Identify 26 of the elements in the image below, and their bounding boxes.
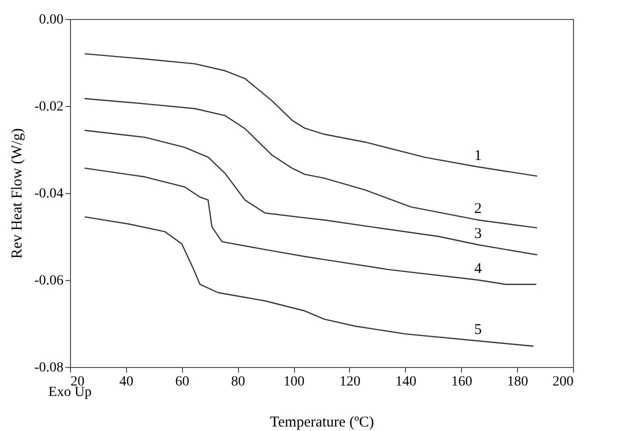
line-series bbox=[84, 53, 538, 177]
x-tick-label: 40 bbox=[119, 374, 134, 390]
series-label: 1 bbox=[474, 148, 482, 164]
series-label: 2 bbox=[474, 200, 482, 217]
y-tick-label: -0.08 bbox=[34, 360, 64, 376]
x-tick-label: 80 bbox=[231, 374, 246, 390]
line-series bbox=[84, 216, 534, 347]
y-tick-label: -0.06 bbox=[34, 274, 64, 288]
x-tick-label: 140 bbox=[395, 374, 416, 390]
line-series bbox=[84, 98, 538, 228]
line-series bbox=[84, 168, 536, 285]
y-axis-title: Rev Heat Flow (W/g) bbox=[9, 128, 26, 259]
x-tick-label: 200 bbox=[552, 374, 574, 390]
x-axis-title: Temperature (ºC) bbox=[270, 414, 374, 430]
x-tick-label: 120 bbox=[339, 374, 360, 390]
line-series bbox=[84, 130, 538, 256]
series-label: 5 bbox=[474, 322, 482, 338]
series-label: 3 bbox=[474, 226, 482, 242]
x-tick-label: 180 bbox=[507, 374, 528, 390]
x-tick-label: 60 bbox=[175, 374, 190, 390]
y-tick-label: 0.00 bbox=[39, 12, 64, 28]
x-tick-label: 160 bbox=[451, 374, 472, 390]
x-tick-label: 100 bbox=[284, 374, 305, 390]
series-label: 4 bbox=[474, 261, 482, 277]
y-tick-label: -0.02 bbox=[34, 100, 64, 114]
y-tick-label: -0.04 bbox=[34, 186, 64, 202]
